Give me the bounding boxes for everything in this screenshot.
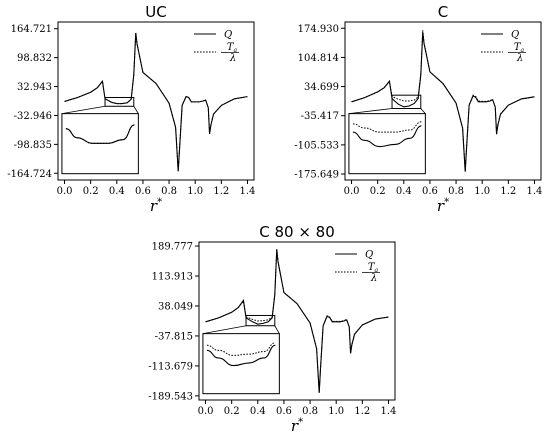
y-tick-label: -175.649: [294, 170, 339, 181]
inset-connector: [133, 106, 139, 114]
inset-frame: [202, 333, 280, 395]
svg-text:Ta: Ta: [227, 42, 238, 54]
y-tick-label: 34.699: [304, 82, 339, 93]
y-tick-label: -37.815: [155, 331, 193, 342]
x-tick-label: 0.0: [57, 186, 73, 197]
inset-line-ta-over-lambda: [206, 342, 276, 356]
x-tick-label: 0.0: [198, 406, 214, 417]
x-tick-label: 0.2: [224, 406, 240, 417]
x-tick-label: 1.0: [187, 186, 203, 197]
inset-connector: [202, 325, 247, 335]
x-axis-label: r*: [437, 197, 449, 215]
y-tick-label: -98.835: [14, 140, 52, 151]
x-tick-label: 0.2: [370, 186, 386, 197]
inset-connector: [274, 325, 280, 334]
series-line-ta-over-lambda: [64, 32, 248, 172]
x-tick-label: 0.6: [422, 186, 438, 197]
x-tick-label: 1.4: [381, 406, 397, 417]
x-tick-label: 1.0: [328, 406, 344, 417]
chart-panel-2: C 80 × 80 0.0 0.2 0.4 0.6 0.8 1.0 1.2 1.4 189.777…: [148, 223, 396, 435]
svg-text:−: −: [507, 48, 515, 59]
x-tick-label: 1.2: [354, 406, 370, 417]
svg-text:Ta: Ta: [514, 42, 525, 54]
chart-title: C: [438, 3, 448, 21]
x-axis-label: r*: [291, 417, 303, 435]
legend-label-ta-over-lambda: −Taλ: [361, 262, 380, 284]
inset-frame: [348, 113, 426, 175]
y-tick-label: -164.724: [7, 169, 52, 180]
inset-line-q: [352, 125, 422, 148]
svg-text:−: −: [220, 48, 228, 59]
x-tick-label: 1.2: [213, 186, 229, 197]
series-line-q: [205, 249, 389, 393]
plot-frame: [344, 21, 542, 181]
svg-text:Ta: Ta: [368, 262, 379, 274]
zoom-region: [391, 94, 422, 109]
x-tick-label: 0.8: [161, 186, 177, 197]
plot-frame: [57, 21, 255, 181]
x-tick-label: 0.2: [83, 186, 99, 197]
legend-label-q: Q: [224, 30, 232, 41]
svg-text:λ: λ: [516, 53, 523, 64]
x-tick-label: 0.4: [109, 186, 125, 197]
y-tick-label: 38.049: [158, 301, 193, 312]
y-tick-label: 98.832: [17, 53, 52, 64]
y-tick-label: 113.913: [152, 272, 193, 283]
y-tick-label: -105.533: [294, 140, 339, 151]
series-line-ta-over-lambda: [351, 30, 535, 171]
x-tick-label: 0.8: [302, 406, 318, 417]
x-tick-label: 1.4: [240, 186, 256, 197]
x-tick-label: 0.0: [344, 186, 360, 197]
x-tick-label: 0.4: [250, 406, 266, 417]
plot-frame: [198, 241, 396, 401]
x-tick-label: 1.4: [527, 186, 543, 197]
x-tick-label: 0.8: [448, 186, 464, 197]
chart-panel-0: UC 0.0 0.2 0.4 0.6 0.8 1.0 1.2 1.4 164.721 98.832 3…: [7, 3, 255, 215]
y-tick-label: 189.777: [152, 242, 193, 253]
chart-panel-1: C 0.0 0.2 0.4 0.6 0.8 1.0 1.2 1.4 174.930 104.814 3…: [294, 3, 542, 215]
zoom-region: [245, 314, 276, 327]
y-tick-label: -113.679: [148, 361, 193, 372]
inset-line-q: [206, 344, 276, 367]
legend-label-ta-over-lambda: −Taλ: [507, 42, 526, 64]
legend-label-q: Q: [511, 30, 519, 41]
y-tick-label: -32.946: [14, 111, 52, 122]
inset-line-ta-over-lambda: [352, 121, 422, 133]
y-tick-label: -189.543: [148, 391, 193, 402]
y-tick-label: 164.721: [11, 24, 52, 35]
legend-label-q: Q: [365, 250, 373, 261]
x-tick-label: 1.2: [500, 186, 516, 197]
x-tick-label: 1.0: [474, 186, 490, 197]
y-tick-label: -35.417: [301, 111, 339, 122]
inset-line-ta-over-lambda: [65, 124, 135, 144]
x-tick-label: 0.6: [276, 406, 292, 417]
inset-connector: [420, 108, 426, 114]
zoom-region: [104, 96, 135, 107]
x-tick-label: 0.4: [396, 186, 412, 197]
inset-connector: [61, 105, 106, 115]
x-axis-label: r*: [150, 197, 162, 215]
y-tick-label: 32.943: [17, 82, 52, 93]
svg-text:λ: λ: [229, 53, 236, 64]
inset-connector: [348, 108, 393, 115]
chart-title: C 80 × 80: [259, 223, 335, 241]
x-tick-label: 0.6: [135, 186, 151, 197]
svg-text:λ: λ: [370, 273, 377, 284]
y-tick-label: 174.930: [298, 24, 339, 35]
chart-title: UC: [145, 3, 166, 21]
svg-text:−: −: [361, 268, 369, 279]
y-tick-label: 104.814: [298, 53, 339, 64]
legend-label-ta-over-lambda: −Taλ: [220, 42, 239, 64]
